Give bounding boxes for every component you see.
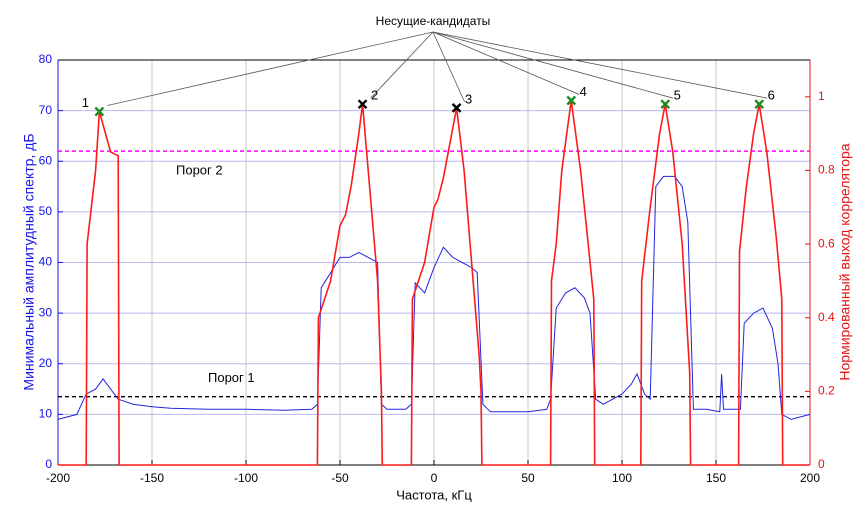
x-tick-label: 200 xyxy=(800,471,820,485)
candidate-label: 4 xyxy=(580,84,587,99)
y2-axis-label: Нормированный выход коррелятора xyxy=(837,143,853,380)
y-tick-label: 50 xyxy=(39,204,53,218)
y-tick-label: 40 xyxy=(39,255,53,269)
x-axis-label: Частота, кГц xyxy=(396,487,472,502)
y2-tick-label: 0.4 xyxy=(818,310,835,324)
x-tick-label: 50 xyxy=(521,471,535,485)
candidate-label: 5 xyxy=(674,88,681,103)
y2-tick-label: 1 xyxy=(818,89,825,103)
y-axis-label: Минимальный амплитудный спектр, дБ xyxy=(21,133,37,390)
x-tick-label: 100 xyxy=(612,471,632,485)
y2-tick-label: 0.8 xyxy=(818,163,835,177)
y-tick-label: 70 xyxy=(39,103,53,117)
annotation: Несущие-кандидаты xyxy=(376,14,491,28)
candidate-label: 6 xyxy=(768,88,775,103)
y2-tick-label: 0.2 xyxy=(818,384,835,398)
x-tick-label: -150 xyxy=(140,471,164,485)
x-tick-label: -100 xyxy=(234,471,258,485)
y2-tick-label: 0 xyxy=(818,457,825,471)
y2-tick-label: 0.6 xyxy=(818,236,835,250)
threshold-label: Порог 1 xyxy=(208,370,255,385)
x-tick-label: -200 xyxy=(46,471,70,485)
callout-line xyxy=(370,31,434,99)
series-line xyxy=(57,175,811,420)
callout-line xyxy=(432,31,674,99)
callout-line xyxy=(432,31,580,95)
y-tick-label: 30 xyxy=(39,305,53,319)
candidate-marker xyxy=(94,106,105,117)
y-tick-label: 80 xyxy=(39,52,53,66)
x-tick-label: 150 xyxy=(706,471,726,485)
callout-line xyxy=(432,31,768,99)
threshold-label: Порог 2 xyxy=(176,163,223,178)
y-tick-label: 0 xyxy=(45,457,52,471)
x-tick-label: -50 xyxy=(331,471,349,485)
candidate-marker xyxy=(754,99,765,110)
candidate-marker xyxy=(660,99,671,110)
y-tick-label: 10 xyxy=(39,407,53,421)
candidate-marker xyxy=(357,99,368,110)
candidate-marker xyxy=(451,103,462,113)
candidate-label: 3 xyxy=(465,91,472,106)
x-tick-label: 0 xyxy=(431,471,438,485)
candidate-label: 2 xyxy=(371,88,378,103)
candidate-marker xyxy=(566,95,577,106)
callout-line xyxy=(432,31,465,103)
y-tick-label: 20 xyxy=(39,356,53,370)
series-line xyxy=(58,100,810,466)
candidate-label: 1 xyxy=(82,95,89,110)
callout-line xyxy=(107,31,434,106)
y-tick-label: 60 xyxy=(39,153,53,167)
